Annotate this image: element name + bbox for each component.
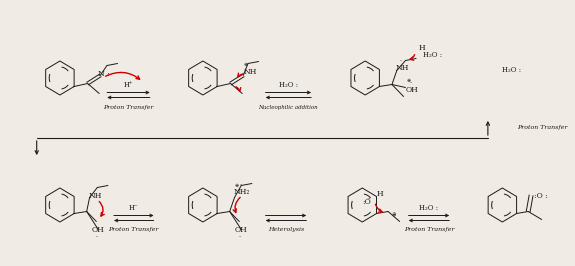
Text: H₂O :: H₂O : [419, 204, 439, 212]
Text: ··: ·· [95, 234, 99, 239]
Text: Proton Transfer: Proton Transfer [104, 105, 154, 110]
Text: OH: OH [235, 226, 248, 234]
Text: N :: N : [98, 69, 110, 77]
Text: NH: NH [243, 69, 256, 77]
Text: OH: OH [406, 85, 419, 94]
Text: OH: OH [92, 226, 105, 234]
Text: ⊕: ⊕ [235, 183, 239, 188]
Text: NH₂: NH₂ [234, 189, 250, 197]
Text: H₂O :: H₂O : [423, 51, 442, 59]
Text: H⁻: H⁻ [129, 204, 139, 212]
Text: ··: ·· [400, 58, 404, 63]
Text: Proton Transfer: Proton Transfer [109, 227, 159, 232]
Text: NH: NH [89, 192, 102, 200]
Text: NH: NH [396, 64, 409, 72]
Text: :O :: :O : [534, 192, 547, 200]
Text: Nucleophilic addition: Nucleophilic addition [259, 105, 318, 110]
Text: ⊕: ⊕ [243, 62, 247, 67]
Text: ⊕: ⊕ [392, 212, 396, 217]
Text: ··: ·· [409, 80, 413, 85]
Text: ··: ·· [239, 234, 242, 239]
Text: H⁺: H⁺ [124, 81, 133, 89]
Text: Proton Transfer: Proton Transfer [517, 126, 568, 131]
Text: H: H [377, 189, 384, 197]
Text: ··: ·· [240, 182, 243, 187]
Text: Proton Transfer: Proton Transfer [404, 227, 454, 232]
Text: :Ö: :Ö [362, 197, 371, 206]
Text: H₂O :: H₂O : [279, 81, 298, 89]
Text: H₂O :: H₂O : [503, 66, 522, 74]
Text: Heterolysis: Heterolysis [268, 227, 304, 232]
Text: H: H [419, 44, 426, 52]
Text: ⊕: ⊕ [407, 78, 411, 83]
